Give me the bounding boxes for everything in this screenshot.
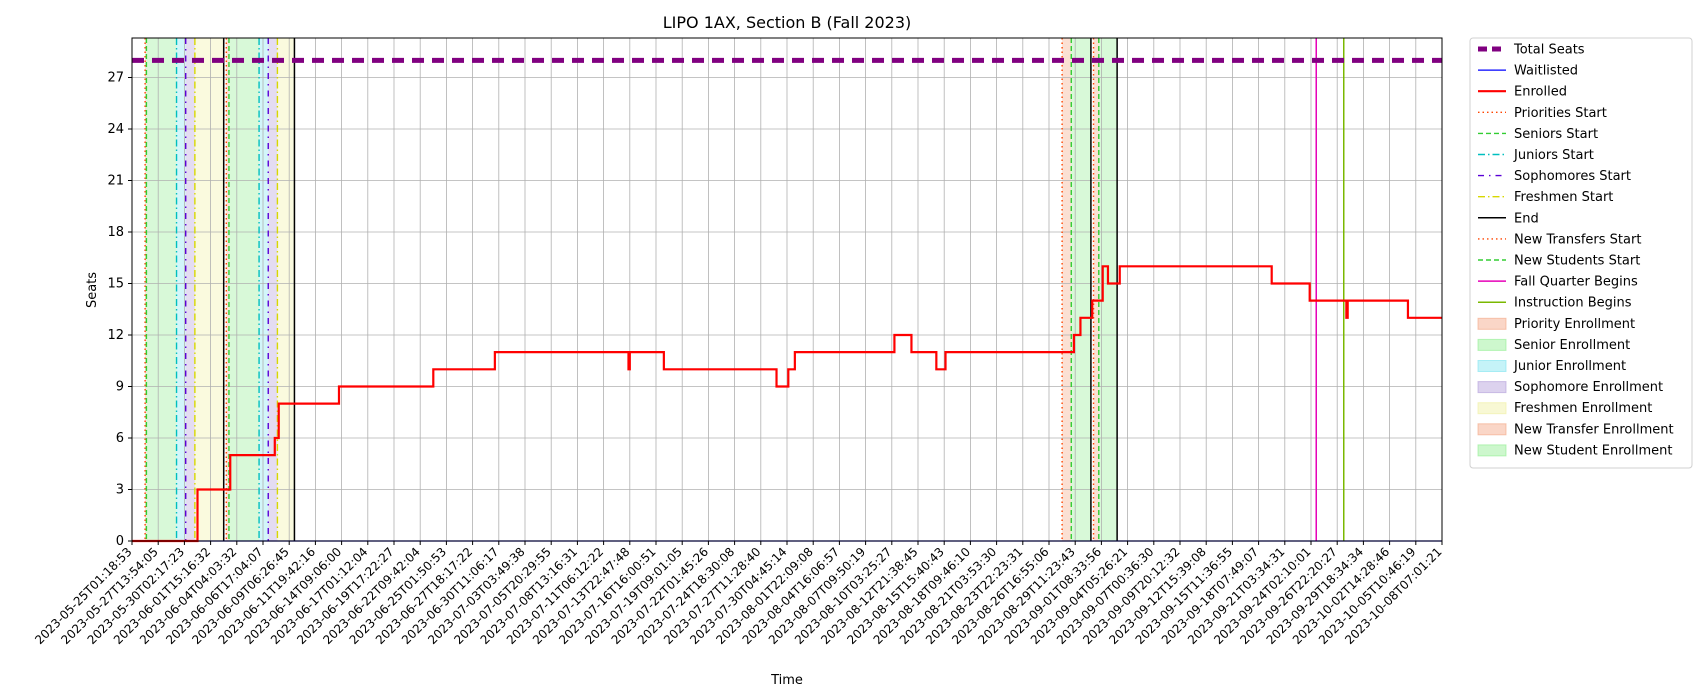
span-freshmen-enrollment [277, 38, 295, 541]
legend-frame [1469, 37, 1693, 469]
legend-new-students-start-label: New Students Start [1514, 254, 1640, 269]
legend-freshmen-start-label: Freshmen Start [1514, 190, 1613, 205]
span-senior-enrollment [146, 38, 177, 541]
legend-fall-quarter-begins-label: Fall Quarter Begins [1514, 275, 1638, 290]
y-tick-label: 12 [107, 328, 124, 343]
legend-new-student-enrollment-swatch [1477, 444, 1507, 457]
span-senior-enrollment [1098, 38, 1118, 541]
y-tick-label: 0 [116, 534, 124, 549]
legend-instruction-begins-label: Instruction Begins [1514, 296, 1632, 311]
y-tick-label: 27 [107, 70, 124, 85]
span-freshmen-enrollment [194, 38, 224, 541]
legend-new-transfer-enrollment-swatch [1477, 423, 1507, 436]
span-priority-enrollment [226, 38, 229, 541]
legend-junior-enrollment-swatch [1477, 360, 1507, 372]
legend: Total Seats Waitlisted Enrolled Priorities … [1469, 37, 1693, 469]
y-tick-label: 24 [107, 122, 124, 137]
legend-freshmen-enrollment-swatch [1477, 402, 1507, 415]
plot-area: 03691215182124272023-05-25T01:18:532023-… [32, 37, 1445, 647]
legend-waitlisted-label: Waitlisted [1514, 64, 1578, 79]
y-tick-label: 18 [107, 225, 124, 240]
y-tick-label: 6 [116, 431, 124, 446]
legend-seniors-start-label: Seniors Start [1514, 127, 1598, 142]
legend-new-transfer-enrollment-label: New Transfer Enrollment [1514, 422, 1674, 437]
legend-new-transfers-start-label: New Transfers Start [1514, 232, 1641, 247]
span-junior-enrollment [176, 38, 186, 541]
chart-title: LIPO 1AX, Section B (Fall 2023) [663, 13, 912, 32]
span-sophomore-enrollment [268, 38, 278, 541]
legend-priority-enrollment-label: Priority Enrollment [1514, 317, 1635, 332]
legend-senior-enrollment-swatch [1477, 338, 1507, 351]
y-tick-label: 21 [107, 173, 124, 188]
span-priority-enrollment [1062, 38, 1072, 541]
legend-priority-enrollment-swatch [1477, 317, 1507, 330]
legend-sophomores-start-label: Sophomores Start [1514, 169, 1631, 184]
x-axis-label: Time [770, 673, 803, 688]
y-tick-label: 15 [107, 276, 124, 291]
legend-sophomore-enrollment-label: Sophomore Enrollment [1514, 380, 1663, 395]
legend-new-student-enrollment-label: New Student Enrollment [1514, 443, 1672, 458]
span-sophomore-enrollment [185, 38, 195, 541]
legend-juniors-start-label: Juniors Start [1513, 148, 1594, 163]
legend-senior-enrollment-label: Senior Enrollment [1514, 338, 1630, 353]
y-tick-label: 3 [116, 482, 124, 497]
span-senior-enrollment [228, 38, 260, 541]
span-priority-enrollment [1093, 38, 1099, 541]
legend-total-seats-label: Total Seats [1513, 43, 1585, 58]
span-senior-enrollment [1071, 38, 1091, 541]
legend-freshmen-enrollment-label: Freshmen Enrollment [1514, 401, 1652, 416]
legend-sophomore-enrollment-swatch [1477, 381, 1507, 394]
legend-enrolled-label: Enrolled [1514, 85, 1567, 100]
series-enrolled [132, 265, 1442, 543]
legend-junior-enrollment-label: Junior Enrollment [1513, 359, 1626, 374]
y-axis-label: Seats [85, 272, 100, 308]
legend-end-label: End [1514, 211, 1539, 226]
y-tick-label: 9 [116, 379, 124, 394]
legend-priorities-start-label: Priorities Start [1514, 106, 1607, 121]
span-junior-enrollment [259, 38, 269, 541]
